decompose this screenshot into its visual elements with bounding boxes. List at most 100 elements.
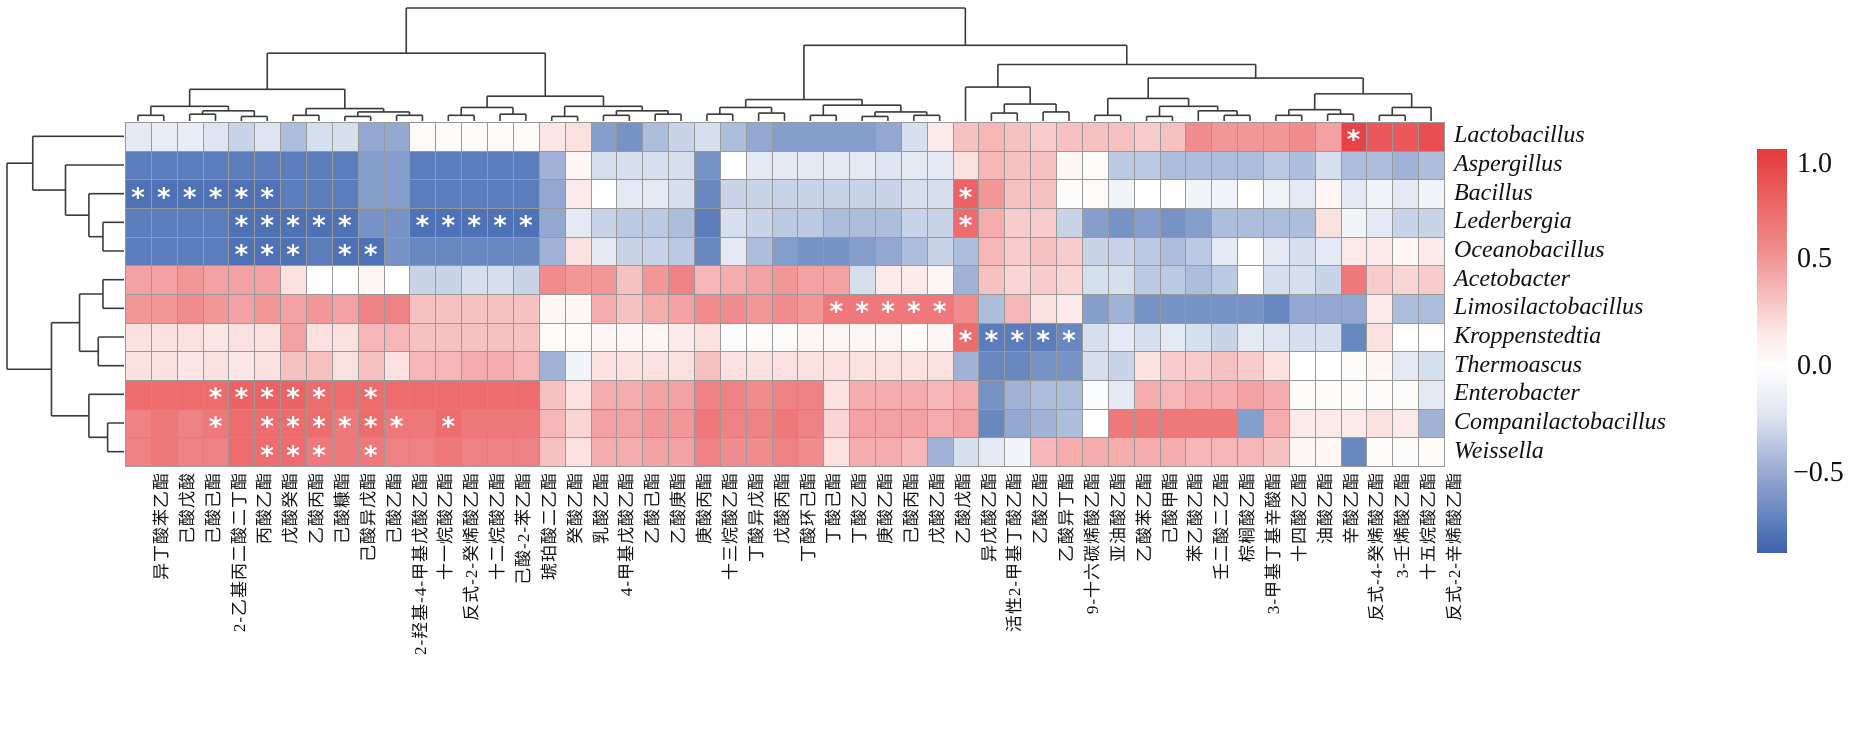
heatmap-cell	[668, 437, 695, 467]
heatmap-cell	[616, 150, 644, 181]
heatmap-cell	[1133, 380, 1161, 410]
heatmap-cell	[254, 322, 282, 353]
heatmap-cell	[1418, 122, 1445, 152]
heatmap-cell	[745, 265, 773, 295]
heatmap-cell	[1159, 150, 1187, 181]
significance-asterisk: *	[363, 412, 378, 442]
heatmap-cell	[1030, 380, 1058, 410]
heatmap-cell	[1262, 179, 1290, 209]
heatmap-cell	[538, 208, 566, 238]
column-label: 庚酸丙酯	[695, 472, 715, 544]
heatmap-cell	[435, 408, 463, 439]
heatmap-cell	[745, 179, 773, 209]
heatmap-cell	[228, 208, 256, 238]
heatmap-cell	[1056, 208, 1083, 238]
heatmap-cell	[1262, 265, 1290, 295]
row-label-acetobacter: Acetobacter	[1454, 265, 1570, 292]
column-label: 琥珀酸二乙酯	[539, 472, 559, 580]
heatmap-cell	[125, 294, 152, 324]
heatmap-cell	[771, 150, 799, 181]
heatmap-cell	[1211, 380, 1239, 410]
heatmap-cell	[564, 236, 592, 267]
heatmap-cell	[538, 437, 566, 467]
heatmap-cell	[1107, 265, 1135, 295]
row-label-weissella: Weissella	[1454, 437, 1544, 464]
heatmap-cell	[693, 236, 721, 267]
heatmap-cell	[1133, 236, 1161, 267]
heatmap-cell	[1314, 437, 1342, 467]
significance-asterisk: *	[415, 211, 430, 242]
heatmap-cell	[1366, 208, 1394, 238]
heatmap-cell	[1392, 236, 1420, 267]
heatmap-cell	[1056, 437, 1083, 467]
heatmap-cell	[357, 179, 385, 209]
heatmap-cell	[409, 351, 437, 381]
heatmap-cell	[1288, 294, 1316, 324]
heatmap-cell	[1159, 122, 1187, 152]
heatmap-cell	[590, 208, 618, 238]
heatmap-cell	[176, 122, 204, 152]
heatmap-cell	[745, 122, 773, 152]
heatmap-cell	[176, 294, 204, 324]
heatmap-cell	[228, 122, 256, 152]
heatmap-cell	[668, 265, 695, 295]
heatmap-cell	[1159, 351, 1187, 381]
heatmap-cell	[125, 380, 152, 410]
heatmap-cell	[280, 294, 308, 324]
significance-asterisk: *	[881, 297, 895, 328]
heatmap-cell	[616, 265, 644, 295]
significance-asterisk: *	[260, 240, 275, 270]
heatmap-cell	[435, 265, 463, 295]
heatmap-cell	[1340, 208, 1368, 238]
heatmap-cell	[1314, 179, 1342, 209]
heatmap-cell	[1418, 380, 1445, 410]
heatmap-cell	[564, 408, 592, 439]
heatmap-cell	[487, 294, 514, 324]
heatmap-cell	[745, 408, 773, 439]
column-label: 庚酸乙酯	[876, 472, 896, 544]
heatmap-cell	[719, 236, 747, 267]
heatmap-cell	[1107, 408, 1135, 439]
heatmap-cell	[616, 236, 644, 267]
significance-asterisk: *	[286, 211, 300, 242]
heatmap-cell	[1081, 294, 1109, 324]
heatmap-cell	[1004, 208, 1032, 238]
heatmap-cell	[564, 208, 592, 238]
heatmap-cell	[383, 179, 411, 209]
row-label-lederbergia: Lederbergia	[1454, 208, 1572, 235]
heatmap-cell	[926, 408, 954, 439]
heatmap-cell	[1159, 380, 1187, 410]
column-label: 己酸-2-苯乙酯	[514, 472, 533, 585]
heatmap-cell	[1159, 265, 1187, 295]
heatmap-cell	[125, 265, 152, 295]
heatmap-cell	[849, 179, 877, 209]
heatmap-cell	[1185, 380, 1213, 410]
heatmap-cell	[797, 236, 825, 267]
column-label: 3-甲基丁基辛酸酯	[1264, 472, 1284, 615]
heatmap-cell	[487, 437, 514, 467]
heatmap-cell	[642, 294, 670, 324]
heatmap-cell	[823, 437, 851, 467]
heatmap-cell	[1211, 265, 1239, 295]
heatmap-cell	[1237, 322, 1264, 353]
column-label: 己酸丙酯	[901, 472, 921, 544]
heatmap-cell	[150, 322, 178, 353]
significance-asterisk: *	[131, 182, 145, 213]
heatmap-cell	[719, 408, 747, 439]
heatmap-cell	[1418, 437, 1445, 467]
column-label: 十五烷酸乙酯	[1419, 472, 1439, 580]
heatmap-cell	[409, 179, 437, 209]
heatmap-cell	[875, 150, 902, 181]
column-label: 乙酸异丁酯	[1057, 472, 1077, 562]
significance-asterisk: *	[441, 211, 456, 242]
significance-asterisk: *	[208, 383, 223, 414]
heatmap-cell	[693, 265, 721, 295]
heatmap-cell	[280, 265, 308, 295]
heatmap-cell	[978, 236, 1006, 267]
colorbar-gradient	[1757, 149, 1787, 553]
heatmap-cell	[823, 408, 851, 439]
heatmap-cell	[1262, 150, 1290, 181]
column-label: 油酸乙酯	[1315, 472, 1335, 544]
heatmap-cell	[771, 179, 799, 209]
